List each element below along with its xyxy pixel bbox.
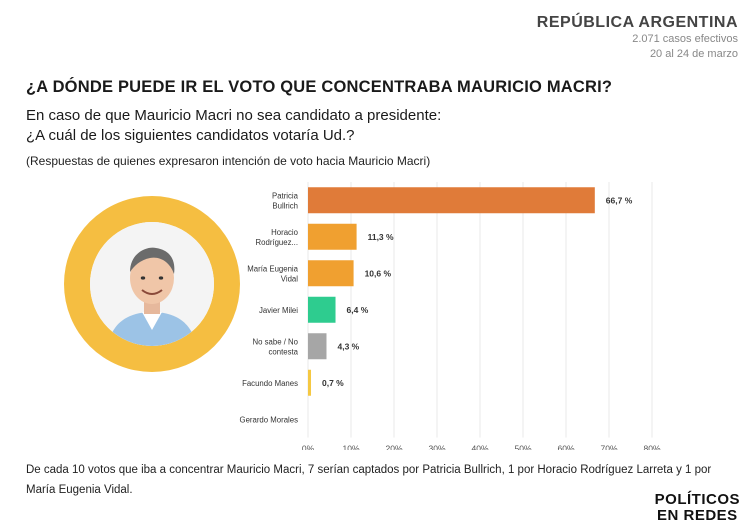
- category-label: Gerardo Morales: [240, 415, 299, 424]
- logo-line-1: POLÍTICOS: [654, 491, 740, 508]
- country-title: REPÚBLICA ARGENTINA: [536, 14, 738, 31]
- brand-logo: POLÍTICOS EN REDES: [655, 492, 740, 524]
- bar-chart: 0% 10% 20% 30% 40% 50% 60% 70% 80% PatriciaBullri…: [240, 182, 661, 451]
- header-info: REPÚBLICA ARGENTINA 2.071 casos efectivo…: [537, 14, 738, 62]
- x-tick-label: 20%: [385, 444, 402, 451]
- data-label: 4,3 %: [337, 341, 359, 351]
- category-label: Javier Milei: [259, 306, 298, 315]
- chart-note: (Respuestas de quienes expresaron intenc…: [26, 154, 431, 168]
- logo-line-2: EN REDES: [656, 507, 738, 524]
- x-tick-label: 50%: [514, 444, 531, 451]
- category-label: Patricia: [272, 191, 299, 200]
- footer-text: De cada 10 votos que iba a concentrar Ma…: [26, 464, 712, 496]
- x-tick-label: 0%: [302, 444, 315, 451]
- x-tick-label: 10%: [342, 444, 359, 451]
- bar: [308, 369, 312, 396]
- category-label: María Eugenia: [247, 264, 298, 273]
- question-text: En caso de que Mauricio Macri no sea can…: [26, 106, 441, 146]
- x-tick-label: 60%: [557, 444, 574, 451]
- data-label: 10,6 %: [365, 268, 392, 278]
- category-label: No sabe / No: [252, 337, 298, 346]
- bar: [308, 333, 327, 360]
- category-label: Horacio: [271, 228, 299, 237]
- bar: [308, 223, 357, 250]
- question-line-2: ¿A cuál de los siguientes candidatos vot…: [26, 127, 355, 144]
- portrait-donut: [64, 196, 240, 372]
- x-tick-label: 70%: [600, 444, 617, 451]
- bar: [308, 187, 595, 214]
- x-tick-label: 80%: [643, 444, 660, 451]
- survey-dates: 20 al 24 de marzo: [649, 48, 738, 60]
- x-tick-label: 40%: [471, 444, 488, 451]
- portrait-photo: [90, 222, 214, 346]
- bar: [308, 260, 354, 287]
- page-title: ¿A DÓNDE PUEDE IR EL VOTO QUE CONCENTRAB…: [26, 78, 613, 96]
- data-label: 0,7 %: [322, 378, 344, 388]
- portrait-illustration: [90, 222, 214, 346]
- bar: [308, 296, 336, 323]
- question-line-1: En caso de que Mauricio Macri no sea can…: [26, 107, 442, 124]
- category-label: contesta: [269, 347, 299, 356]
- data-label: 66,7 %: [606, 195, 633, 205]
- category-label: Vidal: [281, 274, 298, 283]
- data-label: 11,3 %: [368, 232, 394, 242]
- category-label: Rodríguez...: [256, 238, 298, 247]
- category-label: Bullrich: [272, 201, 298, 210]
- category-label: Facundo Manes: [242, 379, 298, 388]
- x-tick-label: 30%: [428, 444, 445, 451]
- data-label: 6,4 %: [347, 305, 369, 315]
- cases-count: 2.071 casos efectivos: [632, 33, 738, 45]
